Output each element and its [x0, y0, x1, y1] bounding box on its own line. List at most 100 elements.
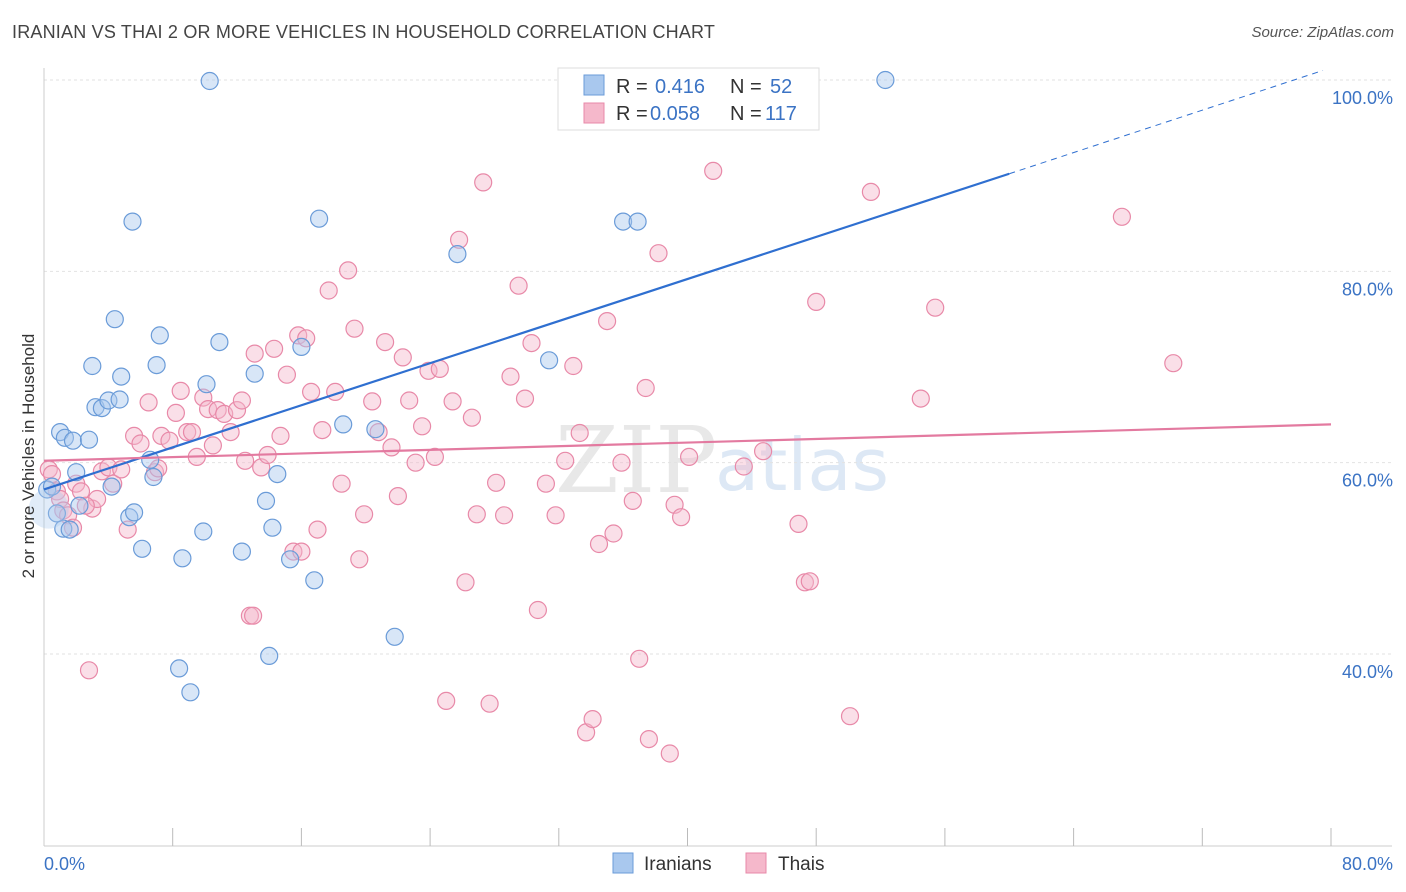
point-iranians [366, 420, 385, 439]
point-thais [639, 729, 659, 749]
x-tick-label: 0.0% [44, 854, 85, 874]
y-tick-label: 80.0% [1342, 279, 1393, 299]
point-iranians [268, 465, 287, 484]
point-cluster [28, 488, 69, 529]
point-thais [388, 487, 407, 506]
point-thais [419, 361, 438, 380]
bottom-legend-swatch-thais [745, 852, 767, 874]
point-iranians [105, 310, 124, 329]
point-thais [789, 514, 808, 534]
point-iranians [83, 356, 102, 376]
point-thais [636, 378, 655, 398]
point-thais [612, 453, 631, 472]
point-iranians [305, 571, 324, 590]
point-thais [807, 292, 826, 311]
point-thais [480, 694, 499, 713]
point-thais [589, 534, 609, 554]
point-thais [277, 365, 296, 384]
point-thais [495, 506, 514, 525]
point-thais [71, 482, 91, 501]
point-thais [704, 161, 723, 180]
point-thais [79, 661, 99, 680]
point-thais [437, 691, 456, 711]
chart-title: IRANIAN VS THAI 2 OR MORE VEHICLES IN HO… [12, 22, 716, 42]
point-thais [546, 506, 565, 525]
bottom-legend-swatch-iranians [612, 852, 634, 874]
point-iranians [613, 212, 633, 231]
point-thais [194, 388, 213, 407]
point-thais [203, 436, 222, 455]
point-iranians [310, 209, 329, 228]
point-thais [800, 572, 819, 591]
point-iranians [133, 539, 152, 558]
point-thais [911, 389, 930, 408]
point-iranians [448, 245, 467, 264]
point-iranians [70, 496, 89, 515]
point-thais [171, 381, 190, 400]
legend-r-value-thais: 0.058 [650, 103, 700, 125]
legend-swatch-iranians [583, 74, 605, 96]
point-thais [139, 393, 158, 412]
point-iranians [170, 659, 189, 678]
trend-line-iranians [43, 172, 1010, 491]
legend-n-value-iranians: 52 [770, 76, 792, 98]
point-iranians [245, 364, 264, 383]
point-thais [597, 312, 617, 331]
point-thais [350, 550, 369, 569]
point-iranians [232, 542, 251, 561]
point-iranians [292, 337, 311, 356]
point-thais [406, 453, 425, 472]
point-iranians [92, 399, 112, 418]
point-thais [376, 333, 395, 352]
point-thais [319, 281, 338, 300]
y-tick-label: 100.0% [1332, 88, 1393, 108]
point-thais [355, 505, 374, 524]
legend-n-label-thais: N = [730, 103, 762, 125]
point-thais [522, 334, 541, 353]
point-thais [131, 434, 150, 453]
point-iranians [110, 390, 129, 409]
point-thais [236, 451, 255, 470]
point-thais [623, 491, 642, 510]
point-thais [564, 356, 583, 376]
point-thais [840, 707, 860, 726]
point-thais [313, 421, 332, 440]
point-thais [1112, 207, 1132, 226]
point-thais [474, 173, 493, 192]
point-iranians [200, 71, 219, 91]
point-iranians [50, 423, 70, 442]
point-iranians [79, 430, 99, 449]
point-thais [649, 244, 668, 263]
point-thais [671, 508, 691, 527]
point-iranians [281, 550, 300, 569]
point-thais [679, 447, 699, 466]
stats-legend: R = 0.416 N = 52 R = 0.058 N = 117 [557, 67, 820, 131]
point-iranians [181, 683, 200, 702]
chart-source: Source: ZipAtlas.com [1251, 24, 1394, 41]
point-thais [456, 573, 475, 592]
x-tick-label: 80.0% [1342, 854, 1393, 874]
bottom-legend-label-iranians: Iranians [644, 854, 712, 875]
point-iranians [112, 367, 131, 386]
point-iranians [54, 519, 73, 538]
trend-line-thais [43, 423, 1332, 462]
point-thais [467, 505, 486, 524]
point-thais [178, 423, 197, 442]
point-iranians [47, 504, 67, 523]
point-thais [425, 447, 444, 466]
legend-n-value-thais: 117 [765, 103, 797, 125]
bottom-legend-label-thais: Thais [778, 854, 824, 875]
point-iranians [197, 375, 216, 394]
point-iranians [334, 415, 353, 434]
point-thais [63, 518, 83, 537]
axes: 40.0% 60.0% 80.0% 100.0% 0.0% 80.0% [43, 68, 1393, 874]
point-thais [244, 606, 263, 625]
point-iranians [876, 70, 895, 90]
point-thais [363, 392, 382, 411]
point-thais [393, 348, 412, 367]
point-iranians [63, 431, 83, 450]
point-iranians [147, 356, 166, 375]
point-thais [583, 709, 602, 729]
point-iranians [150, 326, 169, 345]
y-tick-label: 60.0% [1342, 471, 1393, 491]
